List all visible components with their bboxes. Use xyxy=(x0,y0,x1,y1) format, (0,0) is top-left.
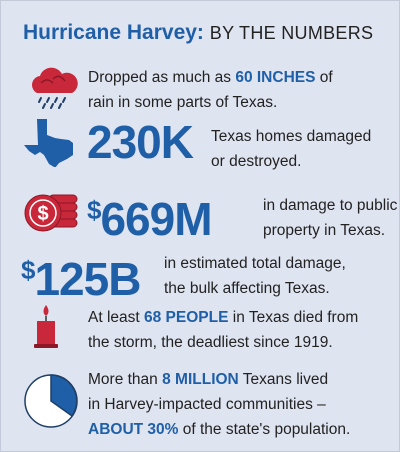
text-segment: or destroyed. xyxy=(211,153,302,170)
text-line: At least 68 PEOPLE in Texas died from xyxy=(88,305,358,330)
text-line: the storm, the deadliest since 1919. xyxy=(88,330,358,355)
text-line: the bulk affecting Texas. xyxy=(164,276,346,301)
highlight-text: 68 PEOPLE xyxy=(144,309,229,326)
big-figure: $125B xyxy=(21,253,141,305)
big-figure: 230K xyxy=(87,116,194,168)
text-line: in estimated total damage, xyxy=(164,251,346,276)
highlight-text: 60 INCHES xyxy=(235,69,316,86)
highlight-text: 8 MILLION xyxy=(162,371,239,388)
item-text: Texas homes damaged or destroyed. xyxy=(211,124,371,174)
text-segment: the bulk affecting Texas. xyxy=(164,280,330,297)
text-segment: property in Texas. xyxy=(263,222,386,239)
text-line: or destroyed. xyxy=(211,149,371,174)
coins-icon: $ xyxy=(24,194,78,232)
text-line: More than 8 MILLION Texans lived xyxy=(88,367,350,392)
text-line: in Harvey-impacted communities – xyxy=(88,392,350,417)
text-line: Dropped as much as 60 INCHES of xyxy=(88,65,333,90)
title: Hurricane Harvey: BY THE NUMBERS xyxy=(23,21,373,45)
text-segment: At least xyxy=(88,309,144,326)
texas-icon xyxy=(24,119,73,167)
text-segment: in Texas died from xyxy=(228,309,359,326)
text-segment: in Harvey-impacted communities – xyxy=(88,396,326,413)
text-segment: in damage to public xyxy=(263,197,398,214)
text-segment: rain in some parts of Texas. xyxy=(88,94,278,111)
text-segment: in estimated total damage, xyxy=(164,255,346,272)
text-segment: the storm, the deadliest since 1919. xyxy=(88,334,333,351)
item-text: More than 8 MILLION Texans lived in Harve… xyxy=(88,367,350,442)
item-text: Dropped as much as 60 INCHES of rain in s… xyxy=(88,65,333,115)
text-segment: Dropped as much as xyxy=(88,69,236,86)
text-segment: Texans lived xyxy=(238,371,329,388)
big-figure: $669M xyxy=(87,193,213,245)
text-line: in damage to public xyxy=(263,193,397,218)
text-line: rain in some parts of Texas. xyxy=(88,90,333,115)
text-segment: of xyxy=(315,69,333,86)
text-line: property in Texas. xyxy=(263,218,397,243)
text-segment: of the state's population. xyxy=(178,421,351,438)
title-sub: BY THE NUMBERS xyxy=(209,23,374,43)
text-line: Texas homes damaged xyxy=(211,124,371,149)
svg-text:$: $ xyxy=(37,203,48,225)
item-text: At least 68 PEOPLE in Texas died from the… xyxy=(88,305,358,355)
item-text: in damage to public property in Texas. xyxy=(263,193,397,243)
title-main: Hurricane Harvey: xyxy=(23,21,204,44)
pie-icon xyxy=(24,374,78,428)
text-segment: More than xyxy=(88,371,163,388)
text-segment: Texas homes damaged xyxy=(211,128,372,145)
highlight-text: ABOUT 30% xyxy=(88,421,179,438)
text-line: ABOUT 30% of the state's population. xyxy=(88,417,350,442)
candle-icon xyxy=(34,305,58,348)
rain-cloud-icon xyxy=(32,67,78,109)
item-text: in estimated total damage, the bulk affec… xyxy=(164,251,346,301)
